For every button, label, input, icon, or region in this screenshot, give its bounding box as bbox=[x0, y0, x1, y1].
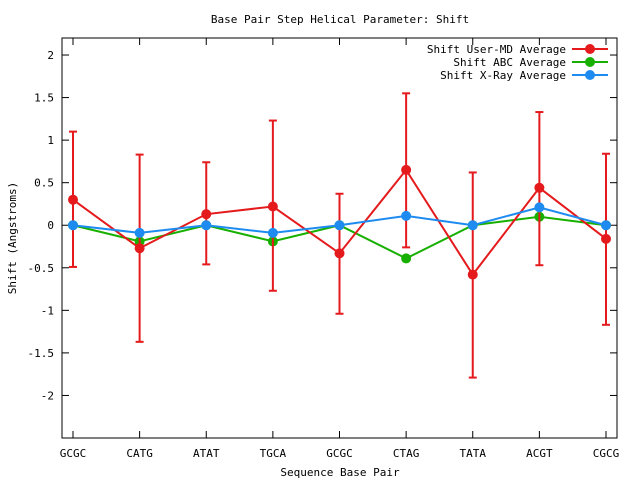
legend-swatch-marker bbox=[585, 57, 595, 67]
data-point bbox=[68, 194, 78, 205]
y-axis: -2 -1.5 -1 -0.5 0 0.5 1 1.5 2 bbox=[28, 49, 617, 402]
data-point bbox=[201, 220, 212, 231]
legend-swatch-marker bbox=[585, 44, 595, 54]
data-point bbox=[401, 164, 412, 175]
legend-label: Shift X-Ray Average bbox=[440, 69, 566, 82]
data-point bbox=[401, 210, 412, 221]
data-point bbox=[534, 202, 545, 213]
data-point bbox=[201, 209, 212, 220]
legend-swatch-marker bbox=[585, 70, 595, 80]
series-layer bbox=[68, 92, 611, 379]
legend-label: Shift ABC Average bbox=[453, 56, 566, 69]
data-point bbox=[601, 220, 611, 231]
y-tick-label: 0 bbox=[47, 219, 54, 232]
data-point bbox=[267, 201, 278, 212]
x-tick-label: GCGC bbox=[60, 447, 87, 460]
y-tick-label: -2 bbox=[41, 389, 54, 402]
series-0 bbox=[68, 92, 611, 379]
x-tick-label: GCGC bbox=[326, 447, 353, 460]
data-point bbox=[601, 233, 611, 244]
data-point bbox=[267, 227, 278, 238]
data-point bbox=[534, 182, 545, 193]
chart-title: Base Pair Step Helical Parameter: Shift bbox=[211, 13, 469, 26]
data-point bbox=[401, 253, 412, 264]
y-tick-label: 0.5 bbox=[34, 177, 54, 190]
x-tick-label: CATG bbox=[126, 447, 153, 460]
y-axis-label: Shift (Angstroms) bbox=[6, 182, 19, 295]
x-axis: GCGC CATG ATAT TGCA GCGC CTAG TATA ACGT CGCG bbox=[60, 38, 620, 460]
y-tick-label: 2 bbox=[47, 49, 54, 62]
x-tick-label: TGCA bbox=[260, 447, 287, 460]
y-tick-label: -1.5 bbox=[28, 347, 55, 360]
data-point bbox=[334, 248, 345, 259]
x-tick-label: TATA bbox=[460, 447, 487, 460]
data-point bbox=[334, 220, 345, 231]
x-tick-label: ATAT bbox=[193, 447, 220, 460]
y-tick-label: -1 bbox=[41, 304, 54, 317]
series-2 bbox=[68, 202, 611, 238]
x-tick-label: CGCG bbox=[593, 447, 620, 460]
y-tick-label: 1.5 bbox=[34, 92, 54, 105]
data-point bbox=[467, 220, 478, 231]
data-point bbox=[68, 220, 78, 231]
data-point bbox=[467, 269, 478, 280]
data-point bbox=[134, 227, 145, 238]
y-tick-label: 1 bbox=[47, 134, 54, 147]
y-tick-label: -0.5 bbox=[28, 262, 55, 275]
data-point bbox=[134, 243, 145, 254]
x-tick-label: CTAG bbox=[393, 447, 420, 460]
x-tick-label: ACGT bbox=[526, 447, 553, 460]
x-axis-label: Sequence Base Pair bbox=[280, 466, 400, 479]
legend-label: Shift User-MD Average bbox=[427, 43, 566, 56]
